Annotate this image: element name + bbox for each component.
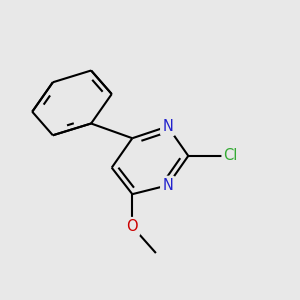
Text: N: N — [162, 178, 173, 193]
Text: N: N — [162, 119, 173, 134]
Text: O: O — [127, 219, 138, 234]
Text: Cl: Cl — [224, 148, 238, 164]
